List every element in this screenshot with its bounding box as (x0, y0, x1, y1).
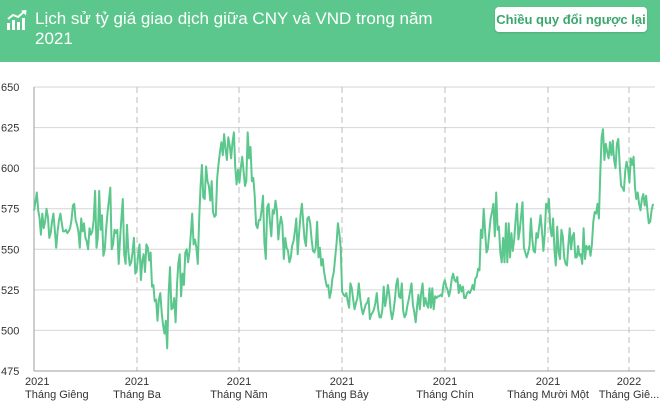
series-line (33, 128, 654, 350)
chart-area: 475 500 525 550 575 600 625 650 2021 Tháng Giêng 2… (0, 62, 660, 404)
x-tick-month-label: Tháng Mười Một (507, 389, 589, 401)
x-tick-month-label: Tháng Ba (113, 389, 162, 401)
x-tick-year-label: 2022 (617, 376, 641, 388)
x-tick-year-label: 2021 (536, 376, 560, 388)
y-tick-label: 525 (1, 285, 19, 297)
x-tick-year-label: 2021 (433, 376, 457, 388)
swap-direction-button[interactable]: Chiều quy đổi ngược lại (495, 7, 647, 32)
x-tick-month-label: Tháng Chín (416, 389, 473, 401)
y-tick-label: 500 (1, 325, 19, 337)
y-tick-label: 625 (1, 123, 19, 135)
x-tick-year-label: 2021 (25, 376, 49, 388)
x-tick-month-label: Tháng Năm (210, 389, 267, 401)
y-tick-label: 550 (1, 244, 19, 256)
y-tick-label: 600 (1, 163, 19, 175)
trending-up-icon (7, 10, 27, 30)
x-tick-year-label: 2021 (227, 376, 251, 388)
page-title: Lịch sử tỷ giá giao dịch giữa CNY và VND… (35, 9, 433, 48)
x-tick-month-label: Tháng Giêng (25, 389, 89, 401)
y-tick-label: 650 (1, 82, 19, 94)
x-tick-month-label: Tháng Bảy (315, 389, 369, 401)
x-tick-year-label: 2021 (125, 376, 149, 388)
header-bar: Lịch sử tỷ giá giao dịch giữa CNY và VND… (0, 0, 660, 62)
y-tick-label: 475 (1, 366, 19, 378)
y-tick-label: 575 (1, 204, 19, 216)
x-tick-month-label: Tháng Giê... (599, 389, 660, 401)
x-tick-year-label: 2021 (330, 376, 354, 388)
